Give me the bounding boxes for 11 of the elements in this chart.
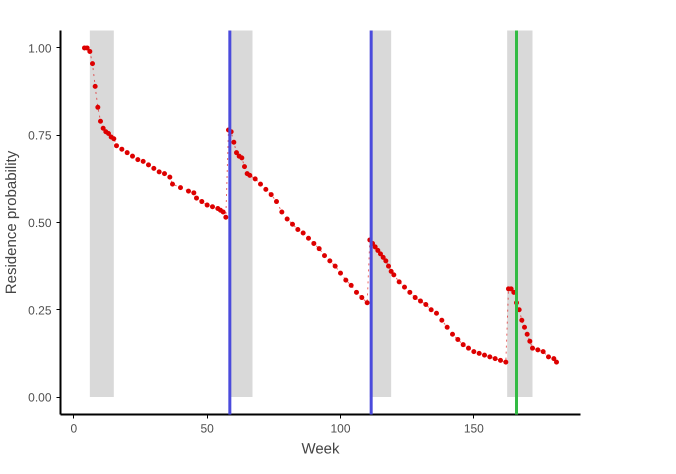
y-axis-title: Residence probability — [3, 150, 20, 294]
x-tick-label: 0 — [70, 422, 78, 436]
y-tick-label: 0.75 — [28, 128, 52, 143]
x-tick-label: 100 — [330, 422, 351, 436]
y-tick-label: 0.50 — [28, 216, 52, 230]
x-tick-label: 150 — [464, 422, 484, 436]
y-tick-label: 0.00 — [28, 390, 52, 405]
y-tick-label: 1.00 — [28, 41, 52, 56]
x-tick-label: 50 — [200, 422, 214, 436]
y-tick-label: 0.25 — [28, 303, 52, 318]
x-axis-title: Week — [301, 440, 340, 458]
